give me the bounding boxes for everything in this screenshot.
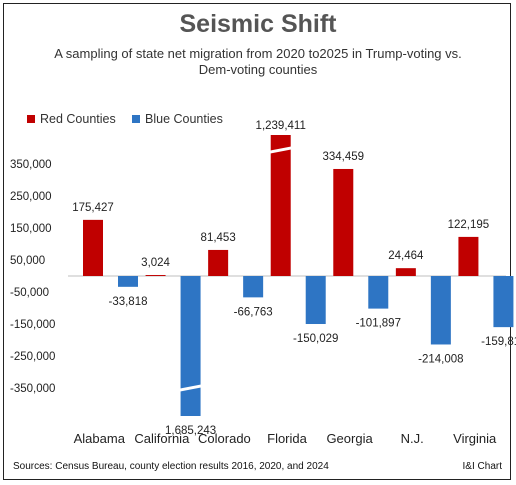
x-category-label: Georgia [326,431,373,446]
x-category-label: Florida [267,431,308,446]
y-tick-label: 250,000 [10,191,52,203]
data-label-red: 122,195 [448,219,490,231]
brand-label: I&I Chart [462,461,502,472]
bar-blue-georgia [368,276,389,309]
data-label-blue: -150,029 [293,333,338,345]
legend-item-blue: Blue Counties [132,112,223,126]
y-tick-label: -50,000 [10,287,49,299]
data-label-blue: -214,008 [418,353,463,365]
bar-red-nj [395,268,416,276]
data-label-blue: -66,763 [234,306,273,318]
x-category-label: California [134,431,190,446]
y-tick-label: -150,000 [10,319,55,331]
bar-red-california [145,275,166,276]
source-note: Sources: Census Bureau, county election … [13,461,329,472]
bar-red-alabama [83,219,103,276]
data-label-blue: -159,811 [481,336,516,348]
data-label-red: 334,459 [322,151,364,163]
legend-item-red: Red Counties [27,112,116,126]
bar-red-georgia [333,168,354,276]
x-category-label: Alabama [74,431,126,446]
bar-blue-colorado [243,276,264,298]
data-label-red: 1,239,411 [256,120,306,132]
x-category-label: N.J. [401,431,424,446]
bar-red-florida [270,135,291,276]
y-tick-label: 350,000 [10,159,52,171]
data-label-blue: -101,897 [356,318,401,330]
data-label-red: 175,427 [72,202,114,214]
y-tick-label: -250,000 [10,351,55,363]
data-label-blue: 1,685,243 [165,425,216,437]
x-category-label: Virginia [453,431,497,446]
y-tick-label: -350,000 [10,383,55,395]
chart-title: Seismic Shift [179,10,337,38]
legend-swatch-blue [132,114,140,123]
y-tick-label: 150,000 [10,223,52,235]
bar-red-virginia [458,236,479,276]
bar-red-colorado [208,249,229,276]
bar-blue-virginia [493,276,514,328]
y-tick-label: 50,000 [10,255,45,267]
data-label-red: 81,453 [201,232,236,244]
legend-swatch-red [27,114,35,123]
data-label-red: 24,464 [388,250,424,262]
bar-blue-florida [305,276,326,325]
data-label-red: 3,024 [141,257,170,269]
chart-subtitle: A sampling of state net migration from 2… [54,46,462,77]
bar-blue-california [180,276,201,416]
x-category-label: Colorado [198,431,251,446]
bar-blue-alabama [118,276,138,287]
bar-blue-nj [430,276,451,345]
legend-label-blue: Blue Counties [145,112,223,126]
legend-label-red: Red Counties [40,112,116,126]
axis-break-mark [177,384,204,392]
axis-break-mark [267,146,294,154]
data-label-blue: -33,818 [108,296,147,308]
